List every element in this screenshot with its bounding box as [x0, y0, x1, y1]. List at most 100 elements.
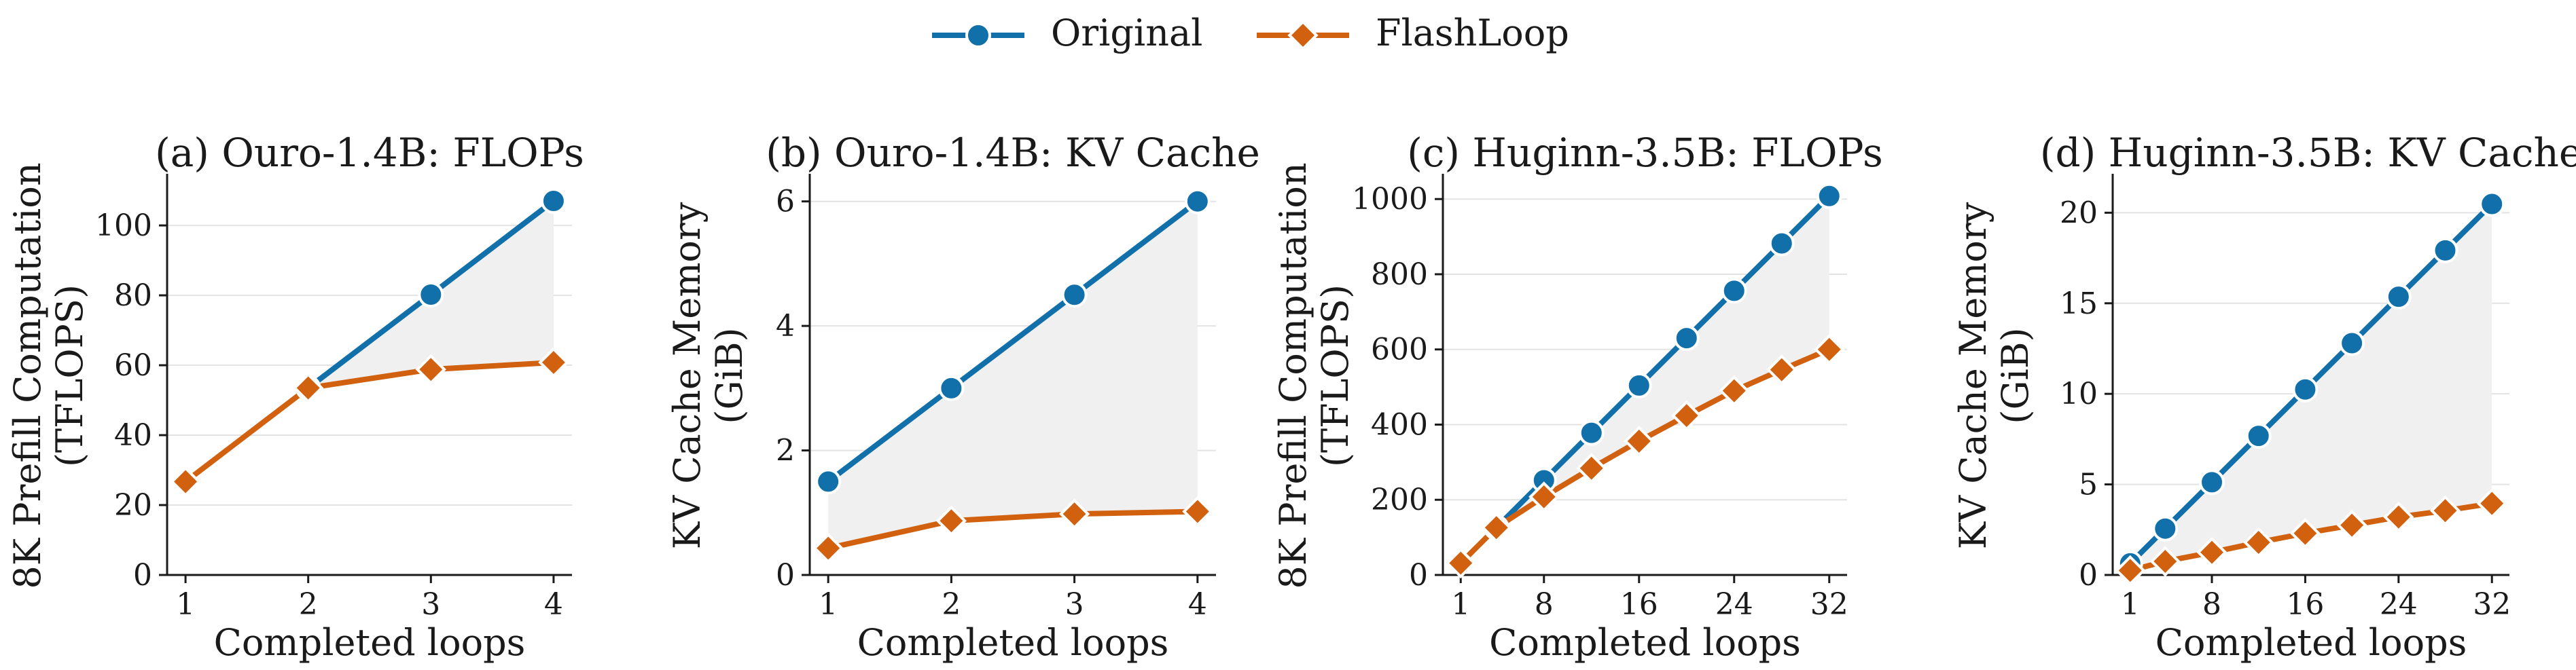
data-point-original [2292, 376, 2319, 403]
gap-area [828, 201, 1198, 548]
data-point-flashloop [1528, 481, 1560, 513]
x-tick-label: 4 [544, 587, 563, 622]
x-tick-label: 32 [1810, 587, 1848, 622]
data-point-original [1184, 188, 1211, 215]
chart-title: (b) Ouro-1.4B: KV Cache [766, 130, 1260, 176]
y-tick-label: 0 [776, 558, 795, 593]
data-point-flashloop [2383, 501, 2414, 533]
y-tick-label: 6 [776, 185, 795, 219]
data-point-original [1578, 420, 1605, 446]
legend-marker-original [965, 22, 991, 48]
y-tick-label: 100 [95, 208, 152, 243]
chart-title: (c) Huginn-3.5B: FLOPs [1407, 130, 1882, 176]
legend: Original FlashLoop [932, 12, 1569, 54]
y-tick-label: 800 [1371, 257, 1428, 292]
data-point-flashloop [293, 372, 324, 404]
data-point-flashloop [1576, 453, 1607, 484]
data-point-flashloop [2243, 527, 2274, 558]
data-point-flashloop [812, 532, 844, 564]
x-tick-label: 1 [176, 587, 195, 622]
y-tick-label: 0 [133, 558, 152, 593]
data-point-flashloop [935, 505, 967, 536]
data-point-original [2245, 423, 2272, 449]
legend-label-original: Original [1051, 12, 1202, 54]
x-tick-label: 16 [1620, 587, 1658, 622]
legend-label-flashloop: FlashLoop [1376, 12, 1569, 54]
data-point-flashloop [2476, 487, 2507, 519]
y-axis-label: 8K Prefill Computation(TFLOPS) [6, 162, 91, 589]
data-point-flashloop [1445, 547, 1476, 579]
y-tick-label: 1000 [1352, 182, 1428, 217]
series-line-flashloop [825, 508, 1200, 551]
chart-title: (a) Ouro-1.4B: FLOPs [155, 130, 584, 176]
y-tick-label: 60 [114, 348, 152, 383]
data-point-original [1673, 325, 1700, 352]
y-tick-label: 400 [1371, 407, 1428, 442]
x-tick-label: 2 [299, 587, 318, 622]
y-axis-label-line: (TFLOPS) [48, 284, 91, 467]
data-point-original [2385, 284, 2412, 310]
data-point-flashloop [415, 354, 446, 385]
data-point-flashloop [1814, 334, 1845, 365]
data-point-flashloop [1719, 375, 1750, 407]
y-tick-label: 4 [776, 309, 795, 343]
data-point-flashloop [1481, 512, 1512, 543]
x-axis-label: Completed loops [1489, 621, 1801, 664]
legend-marker-flashloop [1287, 20, 1319, 51]
data-point-original [1061, 282, 1088, 308]
y-tick-label: 20 [2060, 196, 2098, 230]
data-point-flashloop [2336, 509, 2367, 541]
data-point-original [2339, 330, 2365, 356]
x-tick-label: 24 [1715, 587, 1753, 622]
y-tick-label: 40 [114, 418, 152, 453]
data-point-original [2479, 191, 2505, 217]
x-tick-label: 24 [2380, 587, 2418, 622]
y-tick-label: 200 [1371, 483, 1428, 517]
y-axis-label: KV Cache Memory(GiB) [1952, 202, 2037, 549]
data-point-flashloop [1182, 496, 1213, 527]
x-tick-label: 16 [2286, 587, 2324, 622]
data-point-flashloop [1671, 400, 1702, 431]
data-point-flashloop [2429, 495, 2461, 526]
data-point-flashloop [2289, 518, 2321, 549]
y-axis-label-line: KV Cache Memory [666, 202, 709, 549]
x-tick-label: 2 [942, 587, 961, 622]
data-point-original [1721, 278, 1747, 304]
legend-entry-flashloop: FlashLoop [1257, 12, 1569, 54]
y-axis-label: 8K Prefill Computation(TFLOPS) [1272, 162, 1357, 589]
data-point-original [418, 282, 444, 308]
y-axis-label-line: KV Cache Memory [1952, 202, 1994, 549]
data-point-flashloop [2115, 555, 2146, 586]
x-tick-label: 3 [1065, 587, 1084, 622]
y-axis-label-line: (GiB) [1994, 327, 2037, 424]
series-line-flashloop [183, 359, 556, 485]
y-axis-label-line: (TFLOPS) [1314, 284, 1357, 467]
legend-entry-original: Original [932, 12, 1202, 54]
y-tick-label: 600 [1371, 333, 1428, 367]
data-point-original [938, 375, 965, 401]
data-point-flashloop [1624, 426, 1655, 457]
data-point-original [1626, 372, 1652, 398]
y-tick-label: 20 [114, 488, 152, 523]
data-point-flashloop [1058, 498, 1090, 529]
chart-panel-3: 0 200 400 600 800 1000 1 8 16 24 32 (c) Huginn-3.5B… [1272, 130, 1883, 664]
data-point-original [2432, 237, 2458, 263]
x-tick-label: 8 [1535, 587, 1554, 622]
x-tick-label: 4 [1188, 587, 1207, 622]
y-axis-label: KV Cache Memory(GiB) [666, 202, 751, 549]
y-tick-label: 80 [114, 278, 152, 313]
x-tick-label: 1 [2121, 587, 2140, 622]
data-point-original [1768, 230, 1795, 257]
y-axis-label-line: (GiB) [708, 327, 751, 424]
y-tick-label: 5 [2079, 468, 2098, 502]
x-tick-label: 8 [2202, 587, 2221, 622]
gap-area [308, 201, 554, 388]
x-axis-label: Completed loops [2155, 621, 2467, 664]
x-axis-label: Completed loops [214, 621, 526, 664]
chart-panel-2: 0 2 4 6 1 2 3 4 (b) Ouro-1.4B: KV Cache Completed… [666, 130, 1260, 664]
chart-panel-1: 0 20 40 60 80 100 1 2 3 4 (a) Ouro-1.4B: FLOPs Comp… [6, 130, 584, 664]
x-axis-label: Completed loops [857, 621, 1169, 664]
y-tick-label: 2 [776, 434, 795, 468]
y-tick-label: 10 [2060, 377, 2098, 411]
